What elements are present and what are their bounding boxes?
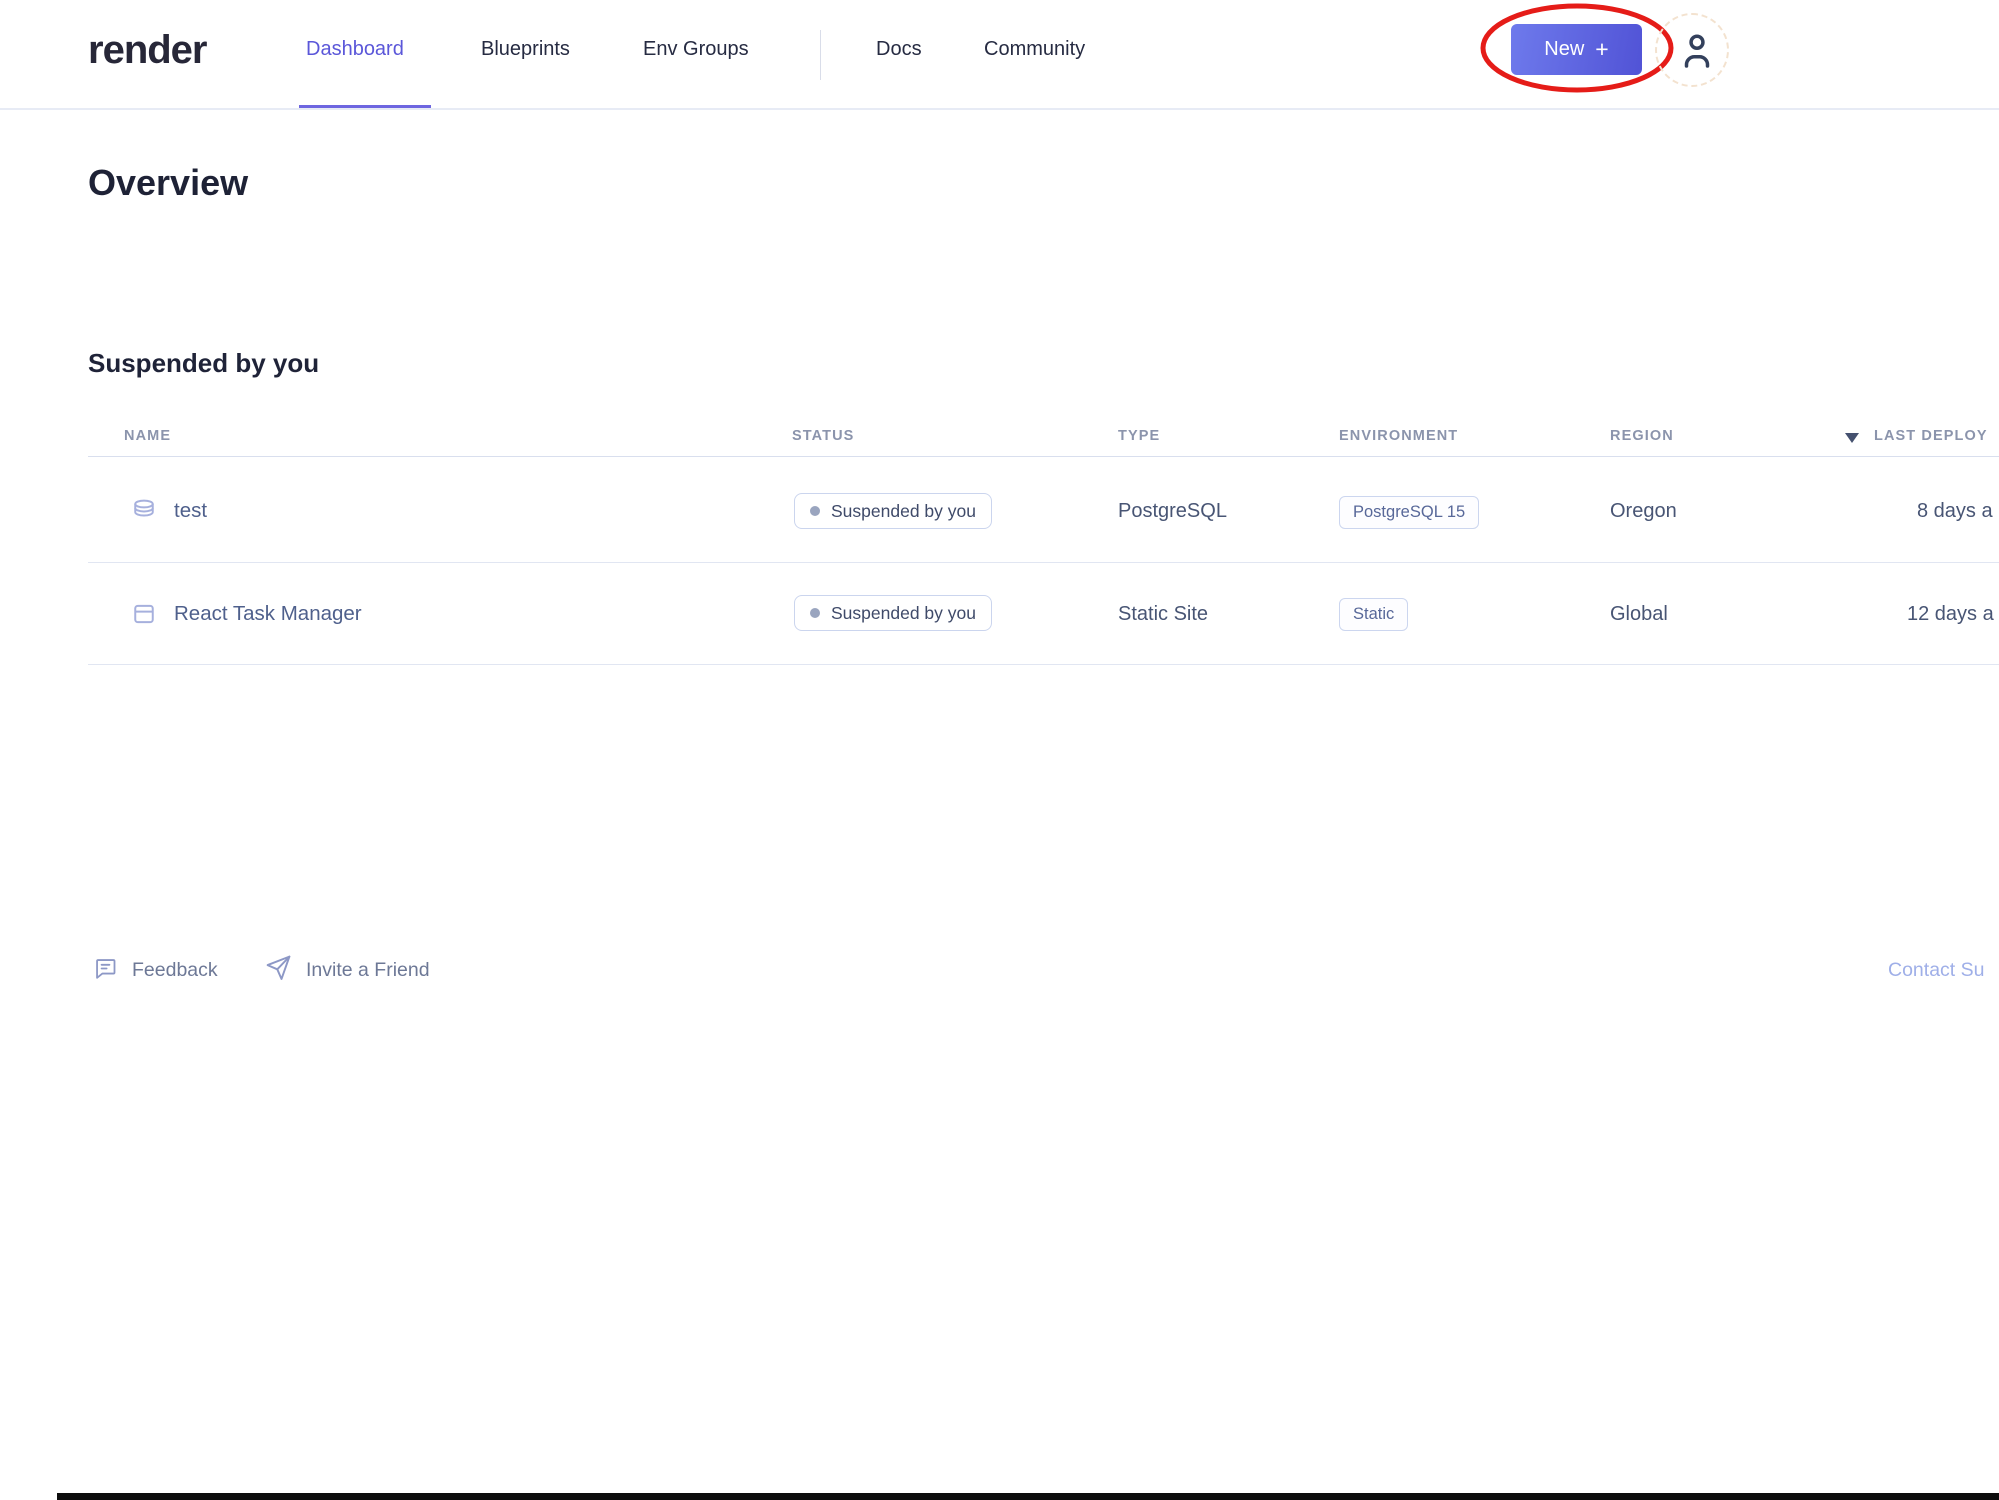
last-deploy-cell: 8 days a	[1917, 500, 1993, 522]
type-cell: Static Site	[1118, 603, 1209, 625]
invite-a-friend-link[interactable]: Invite a Friend	[306, 959, 430, 981]
column-header-status: STATUS	[792, 428, 855, 444]
environment-tag: Static	[1339, 598, 1409, 631]
last-deploy-cell: 12 days a	[1907, 603, 1994, 625]
active-tab-underline	[299, 105, 431, 108]
nav-item-env-groups[interactable]: Env Groups	[643, 38, 749, 60]
page-title: Overview	[88, 162, 249, 203]
service-name-link[interactable]: test	[174, 499, 208, 522]
column-header-last-deploy[interactable]: LAST DEPLOY	[1874, 428, 1988, 444]
status-dot-icon	[810, 506, 820, 516]
feedback-link[interactable]: Feedback	[132, 959, 218, 981]
status-dot-icon	[810, 608, 820, 618]
environment-tag: PostgreSQL 15	[1339, 496, 1480, 529]
nav-item-community[interactable]: Community	[984, 38, 1086, 60]
row-divider	[88, 562, 1999, 563]
browser-window-icon	[134, 604, 154, 624]
region-cell: Global	[1610, 603, 1668, 625]
status-label: Suspended by you	[831, 500, 976, 521]
table-header-divider	[88, 456, 1999, 457]
service-name-link[interactable]: React Task Manager	[174, 602, 362, 625]
nav-divider	[820, 30, 821, 80]
column-header-region: REGION	[1610, 428, 1674, 444]
paper-plane-icon	[266, 955, 291, 980]
region-cell: Oregon	[1610, 500, 1677, 522]
render-logo[interactable]: render	[88, 28, 207, 72]
nav-item-dashboard[interactable]: Dashboard	[306, 38, 404, 60]
nav-item-docs[interactable]: Docs	[876, 38, 922, 60]
avatar-focus-ring	[1655, 13, 1729, 87]
database-icon	[134, 499, 154, 517]
contact-support-link[interactable]: Contact Su	[1888, 959, 1985, 981]
new-button-label: New	[1544, 38, 1585, 60]
speech-bubble-icon	[96, 959, 116, 979]
plus-icon: +	[1595, 36, 1609, 62]
status-label: Suspended by you	[831, 602, 976, 623]
new-button[interactable]: New +	[1511, 24, 1642, 75]
column-header-environment: ENVIRONMENT	[1339, 428, 1459, 444]
type-cell: PostgreSQL	[1118, 500, 1227, 522]
nav-item-blueprints[interactable]: Blueprints	[481, 38, 570, 60]
user-avatar-icon[interactable]	[1676, 26, 1718, 76]
window-bottom-edge	[57, 1493, 1999, 1500]
top-navigation-bar: render Dashboard Blueprints Env Groups D…	[0, 0, 1999, 110]
status-badge: Suspended by you	[794, 595, 992, 631]
column-header-name: NAME	[124, 428, 172, 444]
status-badge: Suspended by you	[794, 493, 992, 529]
section-title: Suspended by you	[88, 348, 320, 378]
sort-descending-icon[interactable]	[1845, 433, 1859, 443]
row-divider	[88, 664, 1999, 665]
column-header-type: TYPE	[1118, 428, 1161, 444]
